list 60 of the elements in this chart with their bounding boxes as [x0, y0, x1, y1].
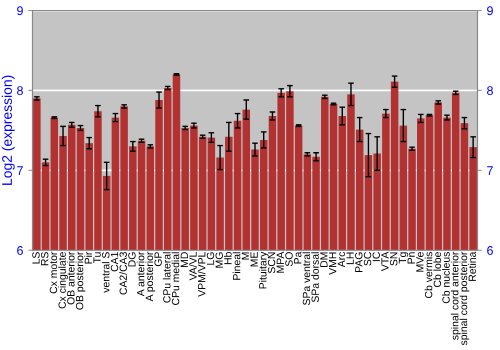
x-tick-label: CA1: [110, 252, 118, 272]
x-tick-label: SO: [285, 252, 293, 266]
x-tick-label: A anterior: [136, 252, 144, 296]
x-tick-label: Cb lobe: [433, 252, 442, 288]
x-tick-label: Hb: [224, 252, 232, 264]
x-tick-label: Cx cingulate: [58, 252, 68, 308]
x-tick-label: CA2/CA3: [119, 252, 127, 295]
x-tick-label: LG: [206, 252, 214, 265]
x-tick-label: DG: [128, 252, 136, 266]
x-tick-label: IC: [372, 252, 380, 262]
x-tick-label: M: [242, 252, 249, 260]
x-tick-label: MD: [180, 252, 188, 267]
x-tick-label: ME: [250, 252, 258, 266]
x-tick-label: Pir: [84, 252, 92, 264]
y2-tick-label: 7: [487, 166, 493, 175]
x-tick-label: Retina: [468, 252, 476, 281]
x-tick-label: A posterior: [145, 252, 156, 302]
x-tick-label: spinal cord posterior: [460, 252, 470, 346]
x-tick-label: MPA: [276, 252, 284, 273]
x-tick-label: SN: [390, 252, 398, 266]
x-tick-label: PAG: [355, 252, 362, 272]
x-tick-label: Cx motor: [50, 252, 58, 294]
x-tick-label: Cb nucleus: [442, 252, 450, 304]
x-tick-label: Pituitary: [258, 252, 269, 288]
x-tick-label: Cb vermis: [424, 252, 432, 298]
y-tick-label: 7: [17, 166, 23, 175]
y2-tick-label: 9: [487, 6, 493, 16]
y-tick-label: 6: [17, 246, 23, 255]
x-tick-label: SC: [364, 252, 372, 266]
x-tick-label: VTA: [381, 252, 389, 272]
x-tick-label: Tu: [93, 252, 101, 264]
x-tick-label: LS: [32, 252, 40, 264]
x-tick-label: OB posterior: [76, 252, 86, 310]
x-tick-label: SPa ventral: [302, 252, 310, 306]
y2-tick-label: 8: [487, 86, 493, 96]
y-tick-label: 8: [17, 86, 23, 96]
x-tick-label: CPu medial: [172, 252, 180, 305]
x-tick-label: RS: [41, 252, 48, 266]
x-tick-label: spinal cord anterior: [450, 252, 461, 340]
x-tick-label: SPa dorsal: [311, 252, 319, 302]
x-tick-label: Pa: [294, 252, 302, 264]
x-tick-label: GP: [154, 252, 162, 266]
x-tick-label: Pn: [408, 252, 415, 264]
x-tick-label: LH: [346, 252, 354, 264]
x-tick-label: DM: [320, 252, 328, 267]
y-axis-title: Log2 (expression): [2, 76, 15, 185]
x-tick-label: MG: [216, 252, 223, 268]
x-tick-label: Tg: [398, 252, 408, 264]
x-tick-label: VA/VL: [189, 252, 197, 280]
x-tick-label: MVe: [416, 252, 424, 272]
x-tick-label: ventral S: [102, 252, 110, 293]
x-tick-label: VPM/VPL: [198, 252, 206, 297]
x-tick-label: OB anterior: [66, 252, 75, 304]
y2-tick-label: 6: [487, 246, 493, 255]
y-tick-label: 9: [17, 6, 23, 16]
x-tick-label: VMH: [329, 252, 336, 275]
x-tick-label: Pineal: [232, 252, 240, 280]
x-tick-label: Arc: [338, 252, 346, 268]
x-tick-label: CPu lateral: [162, 252, 171, 303]
x-tick-label: SCN: [268, 252, 276, 274]
